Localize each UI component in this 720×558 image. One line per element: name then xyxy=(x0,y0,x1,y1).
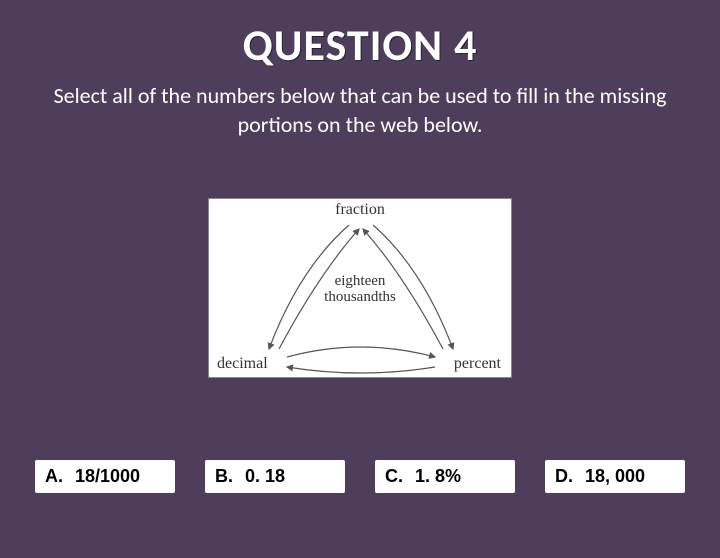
answer-option-c[interactable]: C. 1. 8% xyxy=(375,460,515,493)
diagram-label-percent: percent xyxy=(454,355,501,373)
answer-row: A. 18/1000 B. 0. 18 C. 1. 8% D. 18, 000 xyxy=(35,460,685,493)
question-title: QUESTION 4 xyxy=(0,18,720,72)
diagram-center-line2: thousandths xyxy=(324,289,396,305)
diagram-center-label: eighteen thousandths xyxy=(324,274,396,306)
answer-option-d[interactable]: D. 18, 000 xyxy=(545,460,685,493)
answer-option-b[interactable]: B. 0. 18 xyxy=(205,460,345,493)
web-diagram: fraction decimal percent eighteen thousa… xyxy=(208,198,512,378)
diagram-center-line1: eighteen xyxy=(335,273,386,289)
diagram-label-decimal: decimal xyxy=(217,355,268,373)
instruction-text: Select all of the numbers below that can… xyxy=(50,82,670,139)
answer-letter: C. xyxy=(385,466,405,487)
diagram-label-fraction: fraction xyxy=(335,201,385,219)
answer-text: 18/1000 xyxy=(75,466,140,487)
answer-letter: A. xyxy=(45,466,65,487)
answer-option-a[interactable]: A. 18/1000 xyxy=(35,460,175,493)
answer-text: 0. 18 xyxy=(245,466,285,487)
answer-letter: B. xyxy=(215,466,235,487)
answer-text: 18, 000 xyxy=(585,466,645,487)
answer-letter: D. xyxy=(555,466,575,487)
answer-text: 1. 8% xyxy=(415,466,461,487)
